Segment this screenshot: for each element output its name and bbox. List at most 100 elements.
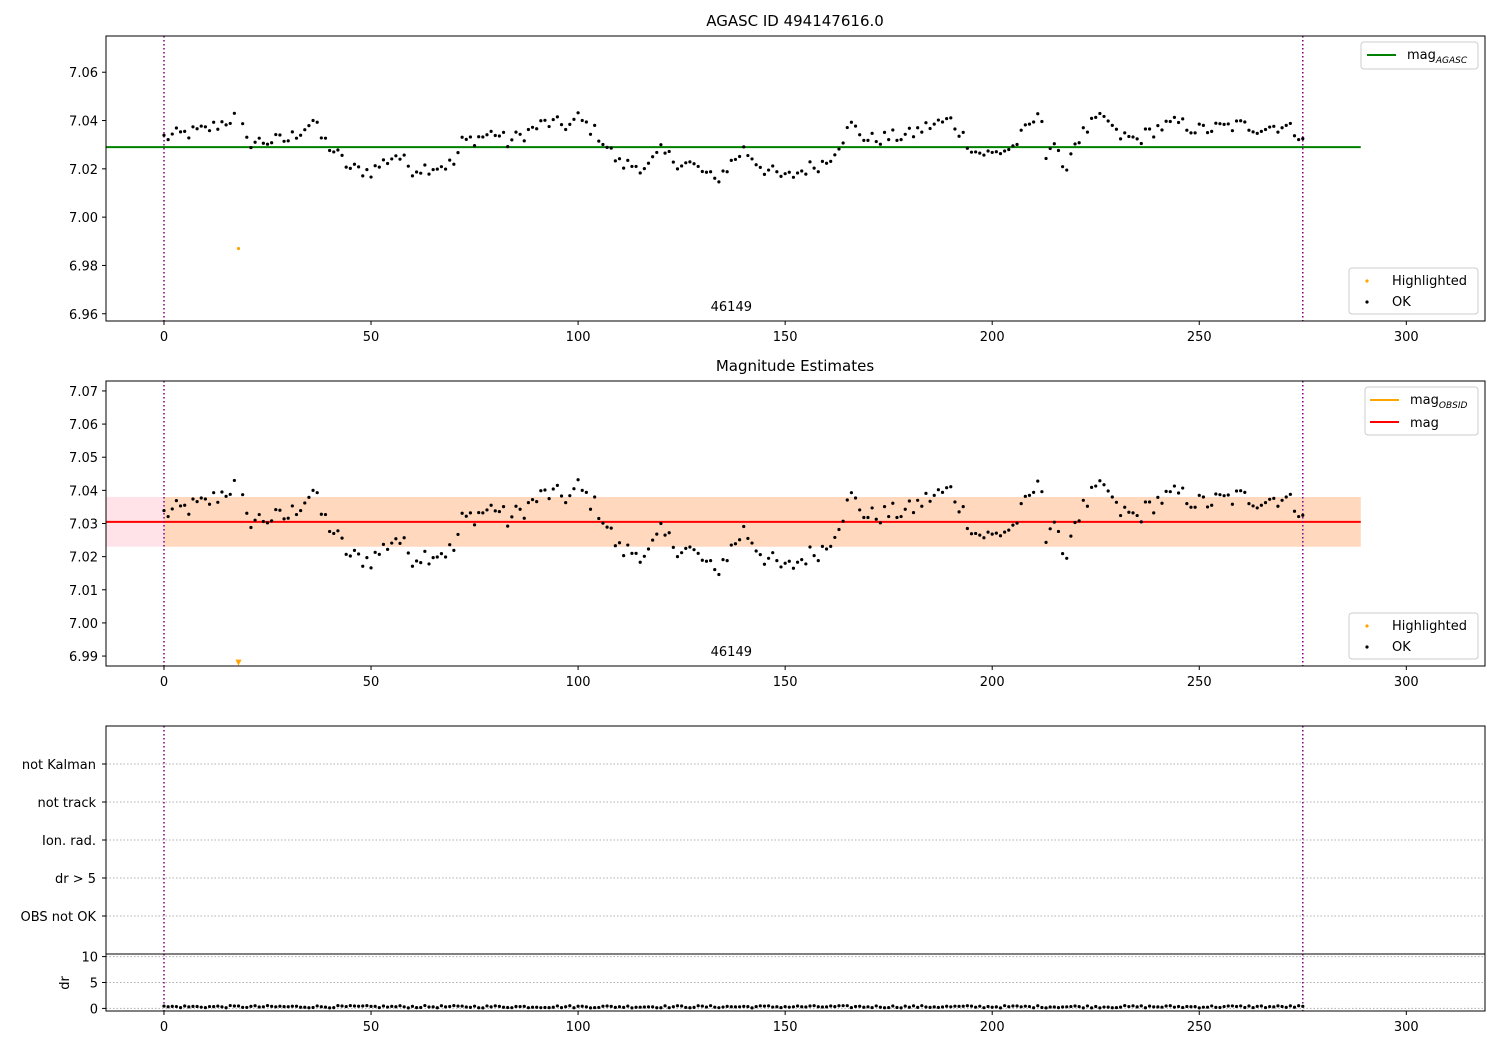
ok-point (998, 534, 1003, 538)
dr-point (468, 1005, 473, 1009)
dr-point (547, 1006, 551, 1010)
ok-point (1230, 129, 1234, 133)
dr-point (1205, 1005, 1210, 1009)
dr-point (1176, 1004, 1181, 1009)
ok-point (870, 131, 874, 135)
dr-point (456, 1004, 460, 1008)
ok-point (609, 526, 613, 530)
ok-point (779, 565, 783, 569)
ok-point (303, 128, 307, 132)
ok-point (882, 504, 887, 509)
dr-point (489, 1005, 493, 1009)
ok-point (572, 117, 576, 121)
ok-point (903, 132, 907, 136)
dr-point (1239, 1004, 1243, 1008)
dr-point (775, 1005, 779, 1009)
ok-point (1301, 513, 1305, 517)
panel-agasc: AGASC ID 494147616.0 6.96 6.98 7.00 7.02 7.0… (69, 12, 1486, 345)
ok-point (903, 507, 907, 511)
dr-point (957, 1004, 961, 1008)
dr-point (282, 1005, 286, 1009)
ok-point (1164, 489, 1168, 493)
ok-point (700, 169, 704, 174)
dr-point (742, 1004, 746, 1008)
dr-point (464, 1005, 468, 1009)
panel2-title: Magnitude Estimates (716, 357, 874, 375)
ok-point (824, 547, 829, 551)
ok-point (435, 555, 439, 559)
dr-point (344, 1004, 348, 1009)
y-tick-label: 0 (90, 1002, 98, 1017)
dr-point (431, 1005, 435, 1009)
ok-point (253, 140, 257, 144)
ok-point (443, 167, 448, 171)
ok-point (493, 509, 497, 513)
ok-point (265, 521, 270, 525)
dr-point (737, 1005, 742, 1009)
dr-point (402, 1005, 406, 1009)
dr-point (286, 1005, 290, 1009)
ok-point (613, 544, 617, 548)
ok-point (1040, 490, 1044, 494)
ok-point (688, 545, 692, 549)
ok-point (224, 123, 228, 127)
ok-point (365, 556, 369, 560)
ok-point (1077, 519, 1081, 523)
ok-point (195, 127, 199, 131)
ok-point (791, 175, 796, 179)
dr-point (675, 1004, 680, 1008)
dr-point (733, 1005, 738, 1009)
ok-point (543, 118, 547, 122)
ok-point (1243, 490, 1247, 494)
dr-point (746, 1005, 750, 1009)
dr-point (593, 1005, 597, 1010)
ok-point (808, 545, 812, 549)
ok-point (820, 544, 825, 548)
ok-point (207, 129, 212, 133)
dr-point (601, 1004, 605, 1008)
ok-point (530, 125, 535, 129)
ok-point (1263, 501, 1268, 505)
ok-point (597, 139, 601, 143)
ok-point (257, 136, 261, 140)
ok-point (1131, 511, 1135, 515)
dr-point (220, 1005, 224, 1009)
ok-point (1085, 504, 1090, 508)
ok-point (178, 130, 183, 134)
ok-point (460, 135, 464, 139)
ok-point (522, 516, 526, 520)
dr-point (187, 1005, 191, 1009)
dr-point (1139, 1004, 1143, 1008)
dr-point (365, 1004, 369, 1008)
ok-point (634, 164, 638, 169)
ok-point (638, 171, 642, 175)
dr-point (704, 1005, 709, 1009)
dr-point (294, 1004, 299, 1008)
ok-point (1251, 504, 1255, 508)
dr-point (762, 1004, 767, 1008)
ok-point (862, 138, 866, 142)
ok-point (174, 126, 178, 130)
ok-point (1027, 493, 1032, 497)
dr-point (1147, 1004, 1152, 1008)
dr-point (1003, 1004, 1007, 1008)
ok-point (1160, 128, 1164, 132)
ok-point (932, 493, 936, 497)
ok-point (543, 488, 547, 492)
ok-point (1061, 552, 1065, 556)
ok-point (414, 170, 419, 174)
ok-point (663, 151, 667, 155)
ok-point (671, 545, 675, 549)
ok-point (878, 142, 882, 146)
ok-point (340, 536, 344, 540)
dr-point (315, 1004, 319, 1008)
ok-point (170, 507, 174, 511)
ok-point (1276, 130, 1280, 134)
ok-point (1094, 115, 1098, 119)
ok-point (878, 521, 882, 525)
y-tick-label: 7.06 (69, 66, 98, 81)
ok-point (410, 564, 415, 568)
ok-point (617, 541, 622, 545)
dr-point (895, 1005, 899, 1010)
ok-point (994, 150, 998, 154)
